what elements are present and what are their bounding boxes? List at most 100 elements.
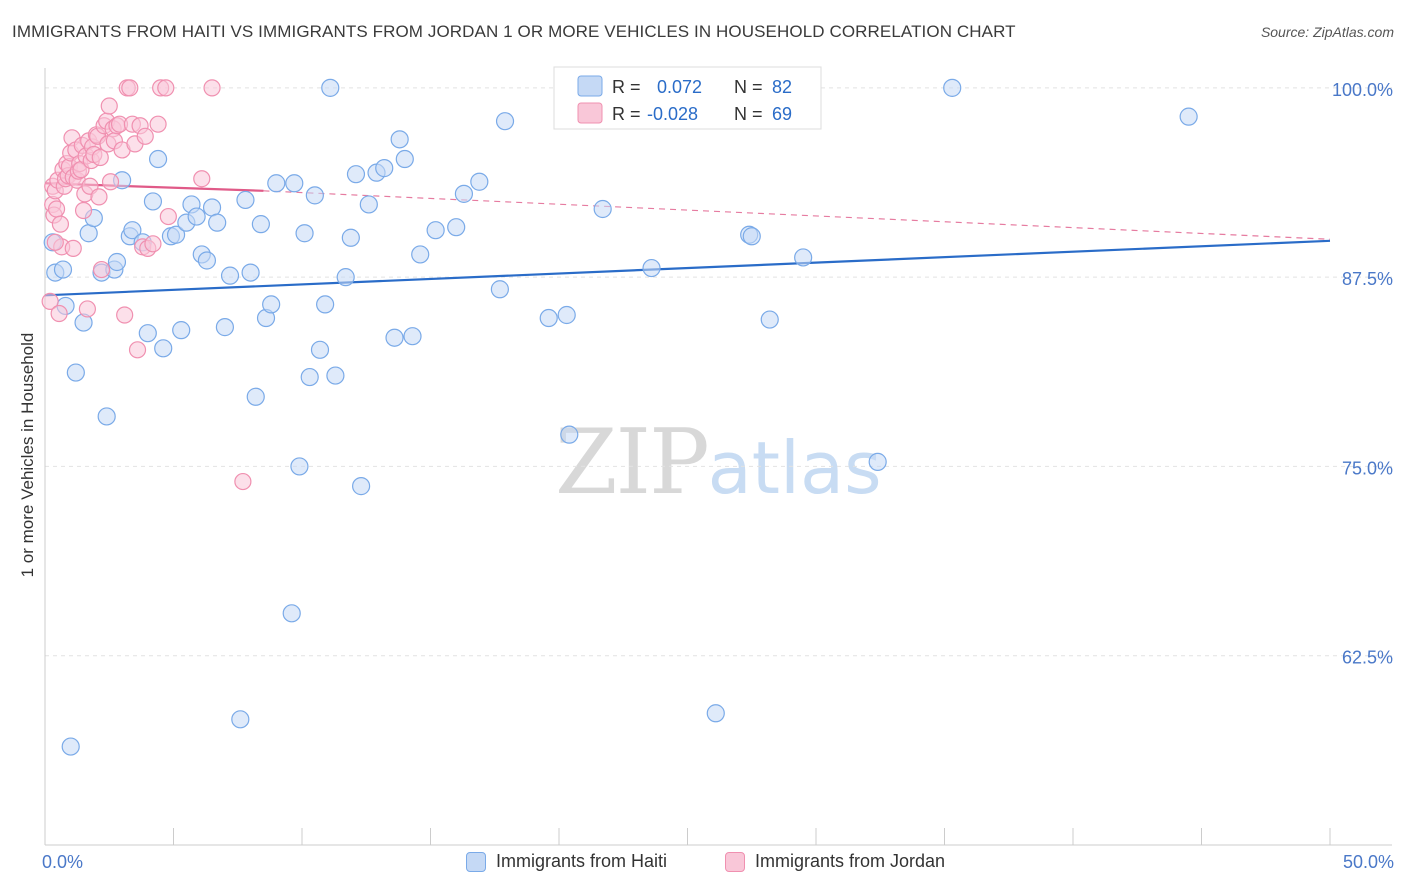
- data-point-haiti: [321, 78, 340, 97]
- data-point-haiti: [220, 266, 240, 285]
- series-legend-item-jordan: Immigrants from Jordan: [725, 851, 945, 872]
- data-point-jordan: [149, 115, 167, 133]
- data-point-haiti: [642, 258, 661, 278]
- axes: [44, 68, 1392, 846]
- data-point-haiti: [61, 737, 80, 756]
- data-point-haiti: [202, 198, 222, 217]
- data-point-haiti: [285, 174, 304, 193]
- data-point-jordan: [91, 148, 109, 167]
- data-point-haiti: [231, 710, 250, 729]
- legend-r-value-jordan: -0.028: [647, 104, 698, 124]
- data-point-haiti: [305, 186, 324, 205]
- data-point-haiti: [123, 221, 142, 240]
- data-point-haiti: [310, 340, 330, 359]
- data-point-haiti: [495, 112, 515, 131]
- data-point-haiti: [290, 457, 309, 476]
- data-point-haiti: [359, 195, 378, 214]
- data-point-haiti: [282, 604, 301, 623]
- y-tick-labels: 100.0% 87.5% 75.0% 62.5%: [1332, 80, 1393, 668]
- data-point-jordan: [90, 188, 108, 206]
- watermark-zip: ZIP: [555, 410, 710, 515]
- data-point-jordan: [121, 79, 139, 97]
- data-point-haiti: [138, 324, 157, 343]
- series-legend-label-haiti: Immigrants from Haiti: [496, 851, 668, 871]
- chart-title: IMMIGRANTS FROM HAITI VS IMMIGRANTS FROM…: [12, 22, 1016, 41]
- data-point-haiti: [426, 221, 445, 240]
- watermark-atlas: atlas: [707, 426, 882, 510]
- y-tick-label: 75.0%: [1342, 458, 1393, 478]
- data-point-haiti: [470, 172, 489, 191]
- data-points: [41, 78, 1198, 756]
- data-point-haiti: [66, 363, 85, 382]
- data-point-haiti: [447, 218, 466, 237]
- watermark: ZIPatlas: [555, 410, 882, 515]
- data-point-jordan: [50, 304, 68, 323]
- data-point-jordan: [157, 79, 175, 97]
- data-point-jordan: [51, 215, 70, 233]
- data-point-haiti: [172, 321, 191, 340]
- data-point-haiti: [539, 308, 558, 328]
- data-point-jordan: [128, 341, 147, 359]
- data-point-haiti: [742, 227, 761, 246]
- data-point-haiti: [868, 452, 887, 471]
- data-point-jordan: [64, 239, 82, 257]
- data-point-haiti: [53, 260, 73, 279]
- legend-n-label-jordan: N =: [734, 104, 763, 124]
- data-point-haiti: [187, 207, 206, 226]
- data-point-haiti: [316, 295, 335, 314]
- data-point-haiti: [454, 184, 474, 203]
- stats-legend: R = 0.072 N = 82 R = -0.028 N = 69: [553, 66, 822, 130]
- data-point-haiti: [295, 224, 314, 243]
- data-point-haiti: [154, 339, 173, 358]
- data-point-jordan: [234, 472, 252, 491]
- data-point-haiti: [794, 248, 813, 267]
- grid-lines: [45, 87, 1392, 657]
- data-point-jordan: [47, 200, 66, 218]
- data-point-haiti: [411, 245, 430, 264]
- data-point-jordan: [116, 306, 134, 324]
- data-point-jordan: [41, 292, 59, 310]
- data-point-haiti: [346, 165, 366, 184]
- series-legend-label-jordan: Immigrants from Jordan: [755, 851, 946, 871]
- data-point-haiti: [352, 477, 371, 496]
- data-point-haiti: [943, 78, 962, 97]
- data-point-jordan: [144, 235, 162, 253]
- trend-line-jordan-extension: [263, 190, 1331, 240]
- data-point-haiti: [490, 280, 509, 299]
- trend-line-haiti: [44, 239, 1331, 297]
- data-point-haiti: [251, 215, 270, 234]
- data-point-haiti: [241, 263, 260, 282]
- data-point-haiti: [79, 224, 98, 243]
- data-point-jordan: [193, 170, 211, 188]
- data-point-haiti: [107, 252, 127, 272]
- data-point-haiti: [341, 228, 360, 247]
- data-point-haiti: [375, 159, 394, 178]
- chart-source: Source: ZipAtlas.com: [1260, 24, 1394, 40]
- data-point-haiti: [236, 190, 255, 210]
- series-legend-item-haiti: Immigrants from Haiti: [466, 851, 667, 872]
- data-point-haiti: [760, 310, 779, 329]
- data-point-haiti: [706, 704, 725, 723]
- data-point-jordan: [100, 97, 118, 115]
- series-legend: Immigrants from Haiti Immigrants from Jo…: [0, 851, 1406, 877]
- legend-n-value-haiti: 82: [772, 77, 792, 97]
- data-point-haiti: [208, 213, 227, 232]
- x-tick-label-min: 0.0%: [42, 852, 84, 872]
- data-point-jordan: [101, 173, 120, 191]
- data-point-haiti: [390, 130, 409, 149]
- legend-r-label-haiti: R =: [612, 77, 641, 97]
- data-point-haiti: [557, 305, 576, 325]
- data-point-haiti: [593, 199, 612, 219]
- legend-swatch-haiti: [577, 75, 603, 97]
- data-point-haiti: [300, 367, 319, 387]
- data-point-haiti: [148, 149, 168, 169]
- data-point-haiti: [326, 366, 345, 385]
- series-legend-swatch-jordan: [725, 851, 745, 872]
- x-tick-label-max: 50.0%: [1342, 852, 1394, 872]
- series-legend-swatch-haiti: [466, 851, 486, 872]
- y-tick-label: 87.5%: [1342, 269, 1393, 289]
- data-point-haiti: [560, 425, 579, 444]
- data-point-jordan: [92, 260, 111, 279]
- y-tick-label: 100.0%: [1332, 80, 1393, 100]
